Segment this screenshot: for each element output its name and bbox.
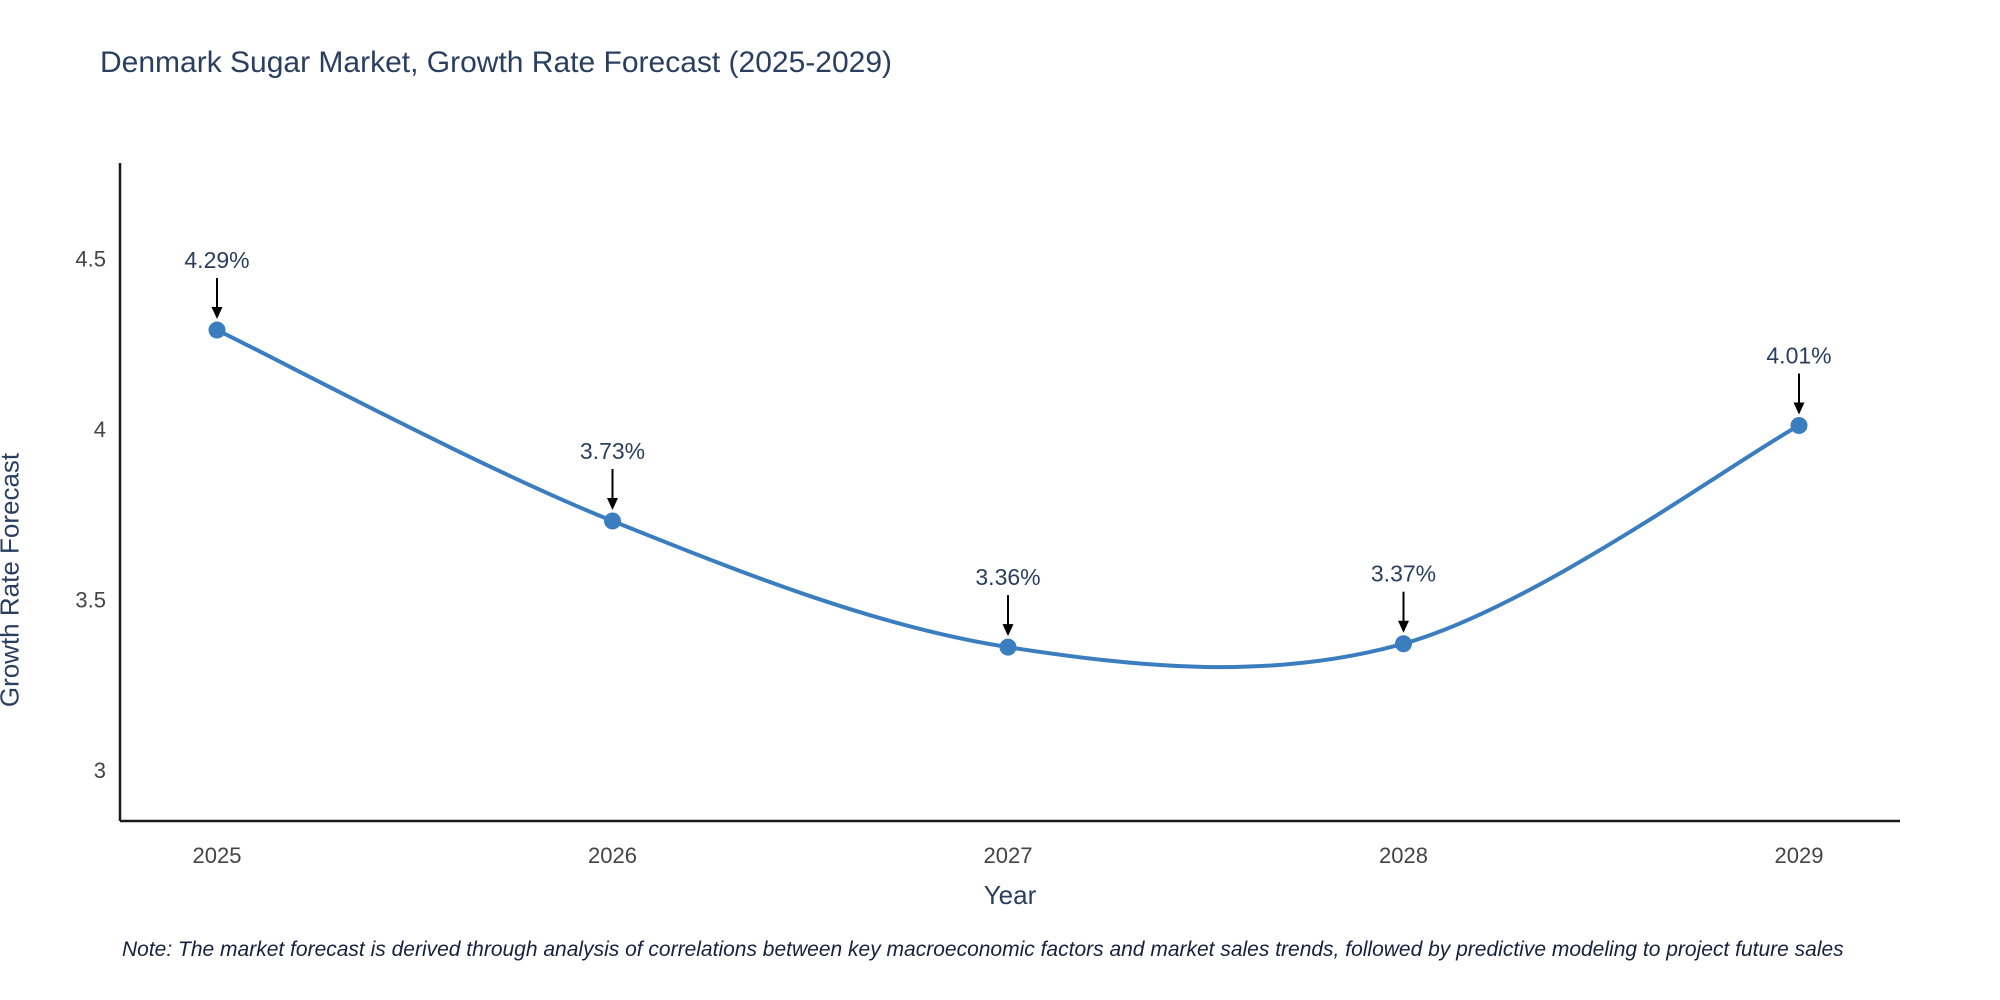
point-annotation: 3.37% [1371,561,1436,587]
x-axis-title: Year [983,880,1037,910]
y-tick-label: 3 [94,758,106,783]
y-tick-label: 4 [94,417,106,442]
y-tick-label: 3.5 [75,587,106,612]
annotation-arrowhead [607,497,618,510]
x-tick-label: 2025 [193,843,242,868]
point-annotation: 3.36% [975,564,1040,590]
x-tick-label: 2029 [1775,843,1824,868]
data-point-marker [604,512,621,530]
y-tick-label: 4.5 [75,246,106,271]
data-point-marker [1790,417,1808,435]
point-annotation: 4.29% [184,247,249,273]
annotation-arrowhead [211,307,223,320]
data-point-marker [999,638,1017,656]
annotation-arrowhead [1793,402,1805,415]
x-tick-label: 2028 [1379,843,1428,868]
point-annotation: 3.73% [580,438,645,464]
point-annotation: 4.01% [1766,343,1831,369]
data-point-marker [1395,635,1412,653]
annotation-arrowhead [1398,620,1409,633]
footnote: Note: The market forecast is derived thr… [122,938,1844,961]
x-tick-label: 2027 [984,843,1033,868]
annotation-arrowhead [1002,624,1014,637]
x-tick-label: 2026 [588,843,637,868]
chart-title: Denmark Sugar Market, Growth Rate Foreca… [100,46,892,79]
data-point-marker [208,321,226,339]
